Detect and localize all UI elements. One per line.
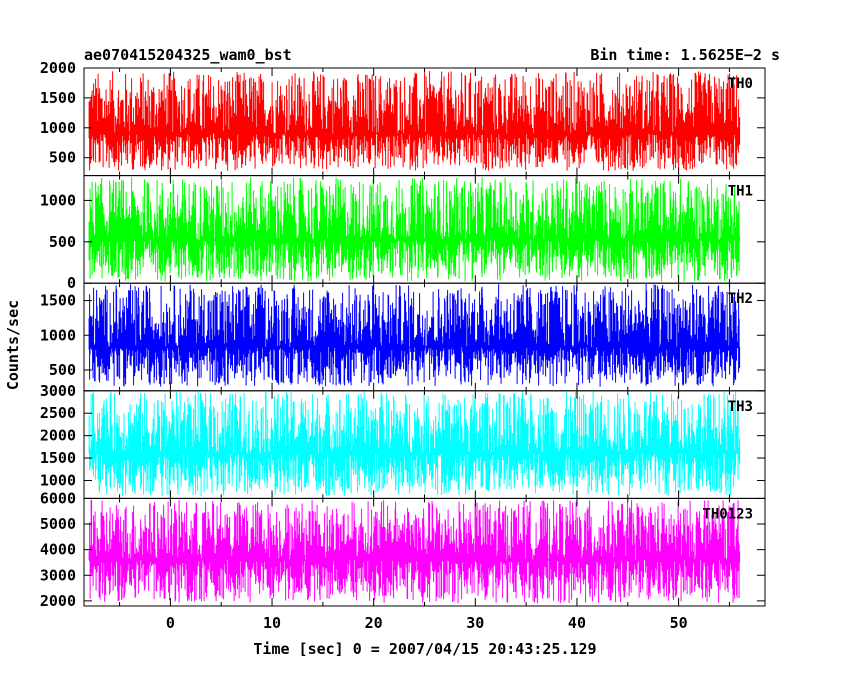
- series-trace-th0: [88, 71, 741, 171]
- y-tick-label: 0: [67, 274, 76, 292]
- y-axis-label: Counts/sec: [4, 300, 22, 390]
- y-tick-label: 500: [49, 233, 76, 251]
- panel-label-th1: TH1: [728, 184, 753, 200]
- y-tick-label: 5000: [40, 515, 76, 533]
- bin-time-label: Bin time: 1.5625E−2 s: [590, 46, 780, 64]
- panel-label-th0123: TH0123: [702, 506, 753, 522]
- y-tick-label: 1500: [40, 449, 76, 467]
- y-tick-label: 3000: [40, 566, 76, 584]
- y-tick-label: 2000: [40, 59, 76, 77]
- series-trace-th0123: [88, 499, 741, 604]
- panel-th3: 3000 2500 2000 1500 1000 TH3: [40, 382, 766, 499]
- panel-th0123: 6000 5000 4000 3000 2000 TH0123: [40, 489, 766, 610]
- observation-title: ae070415204325_wam0_bst: [84, 46, 292, 64]
- panel-label-th3: TH3: [728, 399, 753, 415]
- y-tick-label: 3000: [40, 382, 76, 400]
- y-tick-label: 4000: [40, 541, 76, 559]
- y-tick-label: 1000: [40, 326, 76, 344]
- x-tick-label: 30: [466, 614, 484, 632]
- x-axis-label: Time [sec] 0 = 2007/04/15 20:43:25.129: [253, 640, 596, 658]
- panels-group: 200015001000500TH010005000TH115001000500…: [40, 59, 766, 632]
- y-tick-label: 1000: [40, 119, 76, 137]
- y-tick-label: 6000: [40, 489, 76, 507]
- series-trace-th1: [88, 177, 741, 282]
- panel-th2: 1500 1000 500 TH2: [40, 282, 766, 392]
- y-tick-label: 1000: [40, 471, 76, 489]
- x-tick-label: 20: [365, 614, 383, 632]
- y-tick-label: 2000: [40, 427, 76, 445]
- series-trace-th2: [88, 284, 741, 387]
- x-tick-label: 0: [166, 614, 175, 632]
- y-tick-label: 1000: [40, 191, 76, 209]
- y-tick-label: 1500: [40, 292, 76, 310]
- panel-th1: 1000 500 0 TH1: [40, 175, 766, 292]
- series-trace-th3: [88, 391, 741, 497]
- panel-label-th2: TH2: [728, 291, 753, 307]
- x-tick-label: 40: [568, 614, 586, 632]
- y-tick-label: 2000: [40, 592, 76, 610]
- y-tick-label: 2500: [40, 404, 76, 422]
- panel-th0: 2000 1500 1000 500 TH0: [40, 59, 766, 177]
- y-tick-label: 500: [49, 361, 76, 379]
- x-tick-label: 10: [263, 614, 281, 632]
- panel-label-th0: TH0: [728, 76, 753, 92]
- y-tick-label: 500: [49, 149, 76, 167]
- y-tick-label: 1500: [40, 89, 76, 107]
- x-tick-label: 50: [670, 614, 688, 632]
